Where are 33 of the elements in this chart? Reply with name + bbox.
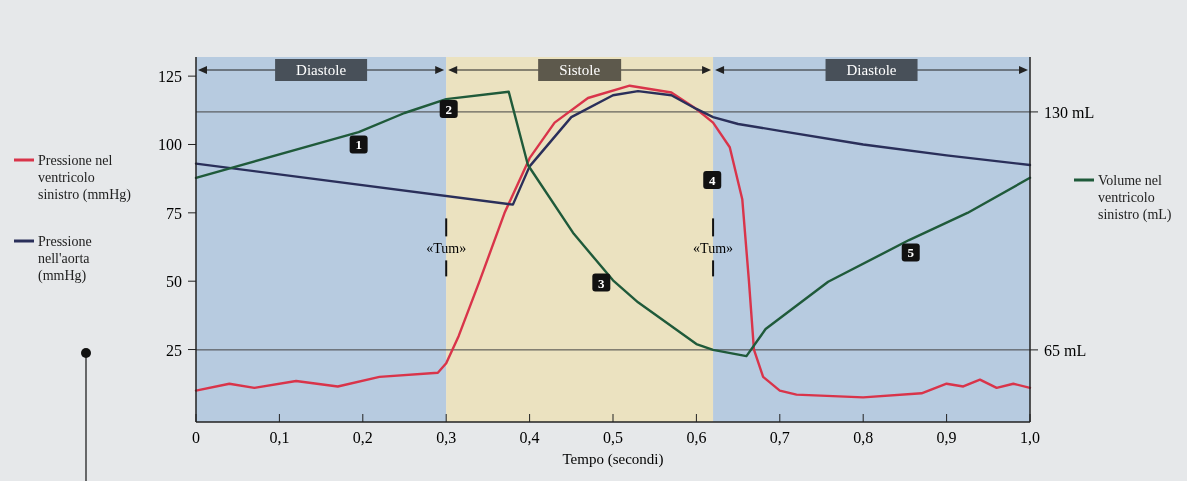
annotation: 4 [709,173,716,189]
x-tick-label: 0,1 [269,429,290,446]
annotation: 1 [355,137,362,153]
x-tick-label: 0,2 [352,429,373,446]
y2-tick-label: 65 mL [1044,341,1087,359]
annotation: «Tum» [693,241,734,257]
x-tick-label: 0,5 [603,429,623,446]
line-series [194,89,1032,206]
band-label: Diastole [846,62,897,78]
legend-label: Pressione nel ventricolo sinistro (mmHg) [38,153,132,203]
x-axis-title: Tempo (secondi) [562,451,664,468]
x-tick-label: 0,7 [769,429,790,446]
x-tick-label: 0,6 [686,429,707,446]
x-tick-label: 0,4 [519,429,540,446]
legend-label: Pressione nell'aorta (mmHg) [38,234,92,284]
legend-label: Volume nel ventricolo sinistro (mL) [1098,173,1172,223]
x-tick-label: 0,9 [936,429,957,446]
y-tick-label: 50 [166,273,182,291]
y-tick-label: 75 [166,204,182,222]
annotation: 3 [598,275,606,291]
x-tick-label: 0 [192,429,200,446]
x-tick-label: 1,0 [1020,429,1040,446]
annotation: 2 [445,101,452,117]
y-tick-label: 25 [166,341,182,359]
y-tick-label: 100 [158,136,182,154]
y-tick-label: 125 [158,68,182,86]
x-tick-label: 0,8 [853,429,874,446]
band-label: Diastole [296,62,347,78]
annotation: 5 [907,245,915,261]
band-label: Sistole [559,62,601,78]
annotation: «Tum» [426,241,467,257]
y2-tick-label: 130 mL [1044,103,1095,121]
x-tick-label: 0,3 [436,429,457,446]
